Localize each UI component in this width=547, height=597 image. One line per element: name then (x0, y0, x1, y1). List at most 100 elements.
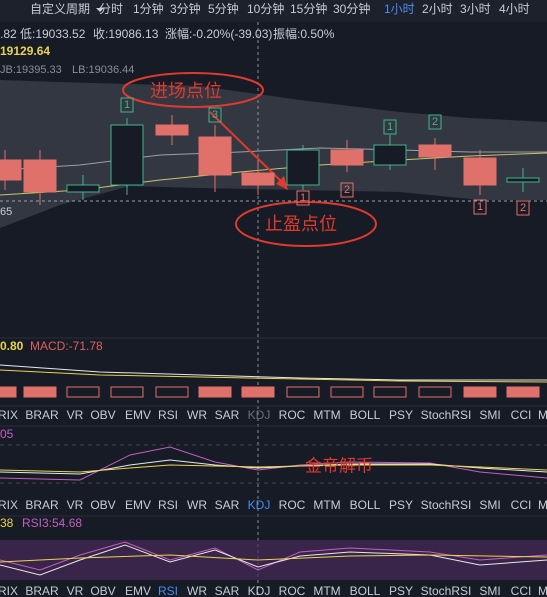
indicator-tab[interactable]: OBV (90, 584, 115, 597)
indicator-tab[interactable]: M (538, 584, 547, 597)
indicator-tab[interactable]: VR (67, 498, 84, 512)
indicator-tab[interactable]: EMV (125, 408, 151, 422)
indicator-tab[interactable]: VR (67, 584, 84, 597)
macd-bar (418, 386, 452, 398)
indicator-tab[interactable]: WR (187, 584, 207, 597)
indicator-tab[interactable]: SAR (215, 584, 240, 597)
indicator-tab[interactable]: KDJ (248, 584, 271, 597)
period-tab[interactable]: 3分钟 (170, 1, 201, 16)
indicator-tab[interactable]: ROC (279, 498, 306, 512)
candle-body (23, 159, 57, 193)
candle-body (110, 124, 144, 186)
period-tab[interactable]: 1分钟 (133, 1, 164, 16)
rsi-zone (0, 540, 547, 580)
indicator-tab[interactable]: VR (67, 408, 84, 422)
indicator-tab[interactable]: ROC (279, 408, 306, 422)
indicator-tab[interactable]: SAR (215, 498, 240, 512)
indicator-tab[interactable]: StochRSI (421, 584, 472, 597)
indicator-tab[interactable]: BRAR (25, 498, 59, 512)
close: 收:19086.13 (93, 27, 159, 41)
indicator-tab[interactable]: OBV (90, 408, 115, 422)
macd-bar (373, 386, 407, 398)
indicator-tab[interactable]: BOLL (350, 408, 381, 422)
period-tab[interactable]: 10分钟 (247, 1, 284, 16)
signal-label: 1 (124, 99, 130, 111)
low: 低:19033.52 (20, 27, 86, 41)
indicator-tab[interactable]: SAR (215, 408, 240, 422)
period-tab[interactable]: 2小时 (422, 2, 453, 16)
signal-box (120, 97, 134, 113)
candle-body (373, 144, 407, 166)
indicator-tab[interactable]: M (538, 408, 547, 422)
indicator-tab[interactable]: M (538, 498, 547, 512)
indicator-tab[interactable]: RIX (0, 498, 18, 512)
indicator-tab[interactable]: CCI (511, 584, 532, 597)
candle-body (463, 157, 497, 186)
watermark: 金帝解币 (305, 456, 373, 475)
indicator-tab[interactable]: RIX (0, 408, 18, 422)
indicator-tab[interactable]: CCI (511, 498, 532, 512)
dif-line (0, 364, 547, 381)
custom-period[interactable]: 自定义周期 (30, 1, 90, 16)
period-tab[interactable]: 30分钟 (333, 1, 370, 16)
indicator-tab[interactable]: RIX (0, 584, 18, 597)
candle-body (330, 149, 364, 166)
indicator-tab[interactable]: BRAR (25, 584, 59, 597)
indicator-tab[interactable]: SMI (479, 584, 500, 597)
period-tab[interactable]: 15分钟 (290, 1, 327, 16)
indicator-tab[interactable]: EMV (125, 498, 151, 512)
kdj-d (0, 464, 547, 473)
period-tab[interactable]: 1小时 (384, 2, 415, 16)
indicator-tab[interactable]: ROC (279, 584, 306, 597)
indicator-tab[interactable]: MTM (313, 408, 340, 422)
candle-body (198, 136, 232, 176)
macd-bar (110, 386, 144, 398)
indicator-tab[interactable]: KDJ (248, 408, 271, 422)
indicator-tab[interactable]: BOLL (350, 584, 381, 597)
indicator-tab[interactable]: StochRSI (421, 408, 472, 422)
indicator-tab[interactable]: OBV (90, 498, 115, 512)
boll-mid (0, 147, 547, 171)
macd-bar (66, 386, 100, 398)
indicator-tab[interactable]: WR (187, 408, 207, 422)
period-tab[interactable]: 5分钟 (208, 1, 239, 16)
period-tab[interactable]: 4小时 (499, 2, 530, 16)
indicator-tab[interactable]: PSY (389, 408, 413, 422)
indicator-tab[interactable]: KDJ (248, 498, 271, 512)
indicator-tab[interactable]: PSY (389, 584, 413, 597)
indicator-tab[interactable]: MTM (313, 584, 340, 597)
period-tab[interactable]: 分时 (99, 2, 123, 16)
indicator-tab[interactable]: BOLL (350, 498, 381, 512)
rsi-3 (0, 554, 547, 563)
indicator-tab[interactable]: RSI (158, 408, 178, 422)
signal-box (516, 200, 530, 216)
indicator-tab[interactable]: RSI (158, 584, 178, 597)
indicator-tab[interactable]: EMV (125, 584, 151, 597)
indicator-tab[interactable]: MTM (313, 498, 340, 512)
indicator-tab[interactable]: RSI (158, 498, 178, 512)
indicator-tab[interactable]: SMI (479, 498, 500, 512)
signal-label: 2 (344, 184, 350, 196)
indicator-tab[interactable]: SMI (479, 408, 500, 422)
indicator-tab[interactable]: WR (187, 498, 207, 512)
signal-label: 3 (212, 109, 218, 121)
entry-circle (122, 72, 264, 108)
signal-label: 1 (477, 201, 483, 213)
indicator-tab[interactable]: PSY (389, 498, 413, 512)
signal-label: 2 (520, 202, 526, 214)
signal-box (383, 119, 397, 135)
change: 涨幅:-0.20%(-39.03) (165, 26, 272, 41)
macd-bar (23, 386, 57, 398)
macd-bar (0, 386, 17, 398)
period-tab[interactable]: 3小时 (460, 2, 491, 16)
signal-label: 1 (387, 121, 393, 133)
indicator-tab[interactable]: StochRSI (421, 498, 472, 512)
candle-body (0, 159, 22, 181)
candle-body (286, 149, 320, 186)
indicator-tab[interactable]: BRAR (25, 408, 59, 422)
signal-box (428, 114, 442, 130)
indicator-tab[interactable]: CCI (511, 408, 532, 422)
arrow-head (276, 176, 288, 190)
